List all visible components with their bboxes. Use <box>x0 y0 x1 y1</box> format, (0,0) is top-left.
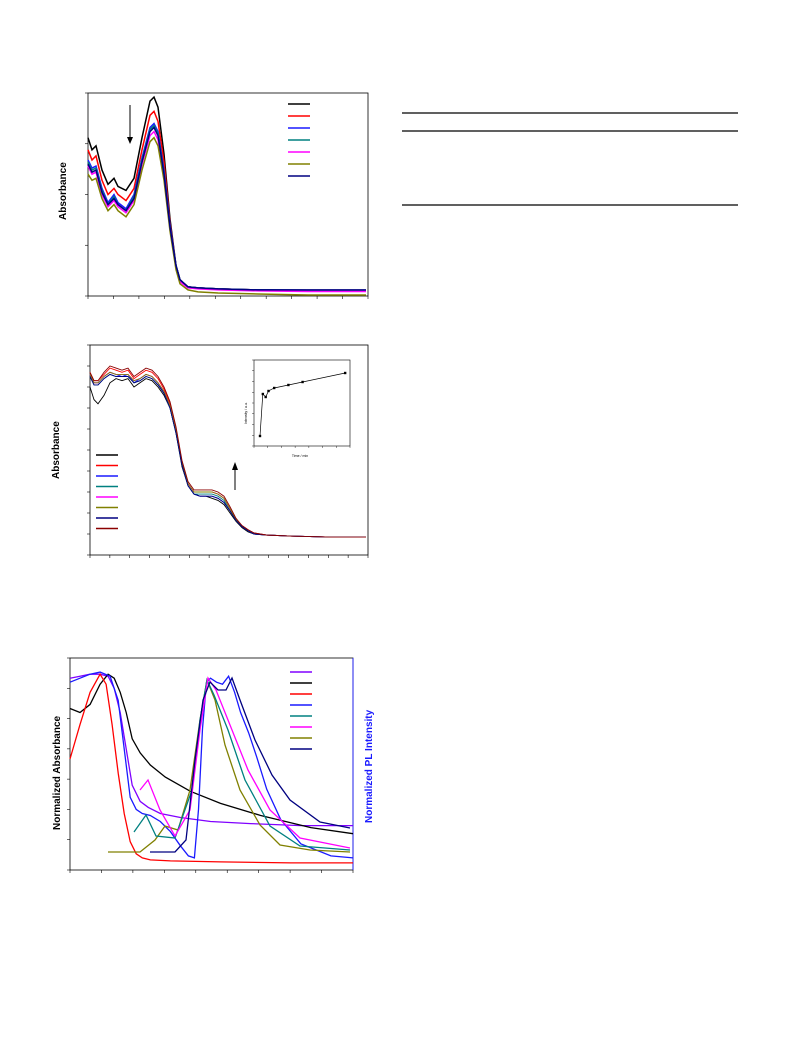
inset-point-2 <box>264 395 267 399</box>
bottom-emission-1 <box>133 677 351 851</box>
middle-series-6 <box>89 373 366 538</box>
top-series-4 <box>87 130 366 293</box>
inset-ylabel: Intensity / a.u. <box>244 402 248 424</box>
bottom-emission-2 <box>139 676 351 849</box>
middle-series-0 <box>89 378 366 538</box>
inset-point-3 <box>267 389 270 393</box>
bottom-series-2 <box>69 672 353 864</box>
top-series-6 <box>87 126 366 291</box>
inset-point-5 <box>287 383 290 387</box>
inset-point-7 <box>343 371 347 375</box>
bottom-ylabel-right: Normalized PL Intensity <box>364 709 375 823</box>
inset-point-0 <box>258 434 262 438</box>
chart-panel-middle <box>87 344 369 558</box>
chart-panel-top <box>85 92 369 299</box>
top-ylabel: Absorbance <box>58 162 69 220</box>
inset-point-4 <box>272 386 276 390</box>
bottom-series-3 <box>69 671 354 859</box>
inset-point-1 <box>261 392 265 396</box>
middle-increase-arrow-head <box>232 462 238 470</box>
top-series-5 <box>87 136 366 296</box>
chart-panel-bottom <box>67 657 354 873</box>
table-rules <box>402 112 738 206</box>
middle-series-7 <box>89 365 366 538</box>
middle-ylabel: Absorbance <box>51 421 62 479</box>
bottom-series-0 <box>69 673 353 827</box>
inset-frame <box>253 359 351 447</box>
bottom-ylabel-left: Normalized Absorbance <box>52 715 63 830</box>
inset-xlabel: Time / min <box>292 454 308 458</box>
bottom-series-1 <box>69 673 354 835</box>
inset-point-6 <box>301 380 304 384</box>
bottom-emission-3 <box>150 676 351 853</box>
top-decrease-arrow-head <box>127 137 133 144</box>
